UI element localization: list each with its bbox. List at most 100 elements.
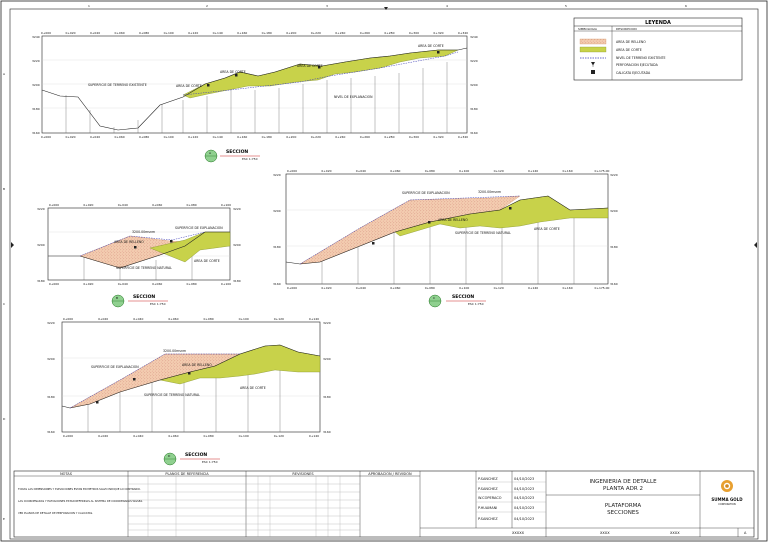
section-a-elev-left-1: 3220 [32, 59, 40, 63]
station-tick-label: 0+000 [41, 31, 51, 35]
border-ref-E: E [3, 517, 5, 521]
legend-label-cut: AREA DE CORTE [616, 48, 642, 52]
station-tick-label: 0+120 [494, 169, 504, 173]
station-tick-label: 0+260 [360, 135, 370, 139]
station-tick-label: 0+160 [237, 31, 247, 35]
station-tick-label: 0+340 [458, 31, 468, 35]
station-tick-label: 0+100 [164, 31, 174, 35]
section-d-terrain-line [61, 344, 321, 409]
section-c-note-level: 3200.00msnm [478, 190, 501, 194]
tb-approvals-header: APROBACION / REVISION [368, 472, 412, 476]
tb-signer-4: P.HUAMANI [478, 506, 497, 510]
section-b-top-ticks: 0+000 0+020 0+040 0+060 0+080 0+100 [49, 203, 231, 207]
station-tick-label: 0+080 [203, 434, 213, 438]
legend-label-terrain: NIVEL DE TERRENO EXISTENTE [616, 56, 666, 60]
station-tick-label: 0+180 [262, 31, 272, 35]
border-top-refs: 1 2 3 4 5 6 [88, 4, 687, 8]
section-c-elev-right-3: 3160 [610, 282, 618, 286]
border-ref-4: 4 [446, 4, 448, 8]
station-tick-label: 0+340 [458, 135, 468, 139]
section-c-note-explanation: SUPERFICIE DE EXPLANACION [402, 191, 450, 195]
station-tick-label: 0+040 [133, 317, 143, 321]
section-d-note-explanation: SUPERFICIE DE EXPLANACION [91, 365, 139, 369]
station-tick-label: 0+020 [98, 434, 108, 438]
section-a-note-1: AREA DE CORTE [176, 84, 202, 88]
border-ref-2: 2 [206, 4, 208, 8]
station-tick-label: 0+060 [390, 286, 400, 290]
section-b-letter: B [116, 296, 118, 300]
legend-col-symbol: SIMBOLOGIA [578, 27, 598, 31]
station-tick-label: 0+060 [390, 169, 400, 173]
legend: LEYENDA SIMBOLOGIA DESCRIPCION AREA DE R… [573, 17, 743, 81]
tb-code-3: XXXX [670, 531, 680, 535]
station-tick-label: 0+140 [213, 135, 223, 139]
section-b-elev-left-2: 3180 [37, 279, 45, 283]
station-tick-label: 0+080 [203, 317, 213, 321]
section-a-platform-line [182, 51, 459, 96]
station-tick-label: 0+060 [152, 282, 162, 286]
tb-company-sub: CORPORATION [718, 503, 736, 506]
station-tick-label: 0+060 [152, 203, 162, 207]
section-a-elev-left-4: 3160 [32, 131, 40, 135]
section-b-note-level: 3200.00msnm [132, 230, 155, 234]
station-tick-label: 0+140 [309, 317, 319, 321]
station-tick-label: 0+020 [321, 286, 331, 290]
tb-note-1: TODAS LAS DIMENSIONES Y ELEVACIONES ESTA… [18, 487, 141, 491]
station-tick-label: 0+260 [360, 31, 370, 35]
station-tick-label: 0+120 [188, 135, 198, 139]
border-ref-A: A [3, 72, 6, 76]
tb-project-title-1: INGENIERIA DE DETALLE [589, 479, 657, 485]
station-tick-label: 0+000 [63, 434, 73, 438]
center-mark-top [384, 7, 388, 10]
border-ref-1: 1 [88, 4, 90, 8]
station-tick-label: 0+000 [41, 135, 51, 139]
station-tick-label: 0+080 [187, 203, 197, 207]
station-tick-label: 0+020 [65, 31, 75, 35]
tb-signer-5: P.SANCHEZ [478, 517, 498, 521]
section-c-note-fill: AREA DE RELLENO [438, 218, 468, 222]
station-tick-label: 0+000 [49, 203, 59, 207]
section-d-elev-left-0: 3220 [47, 321, 55, 325]
station-tick-label: 0+120 [274, 317, 284, 321]
section-a-elev-right-0: 3240 [470, 35, 478, 39]
station-tick-label: 0+000 [49, 282, 59, 286]
border-ref-5: 5 [565, 4, 567, 8]
drill-icon [591, 62, 595, 67]
legend-col-description: DESCRIPCION [616, 27, 637, 31]
station-tick-label: 0+200 [286, 135, 296, 139]
tb-signer-1: P.SANCHEZ [478, 477, 498, 481]
station-tick-label: 0+320 [433, 135, 443, 139]
section-b-elev-right-1: 3200 [233, 243, 241, 247]
station-tick-label: 0+300 [409, 135, 419, 139]
section-d-note-terrain: SUPERFICIE DE TERRENO NATURAL [144, 393, 200, 397]
section-a-drill-markers [207, 51, 440, 87]
station-tick-label: 0+040 [118, 203, 128, 207]
section-b-elev-right-0: 3220 [233, 207, 241, 211]
station-tick-label: 0+040 [133, 434, 143, 438]
section-d-elev-right-3: 3160 [323, 430, 331, 434]
section-a-note-4: AREA DE CORTE [418, 44, 444, 48]
tb-rev-header: REVISIONES [292, 472, 314, 476]
station-tick-label: 0+100 [239, 434, 249, 438]
station-tick-label: 0+060 [168, 317, 178, 321]
section-c-elev-left-1: 3200 [273, 209, 281, 213]
station-tick-label: 0+320 [433, 31, 443, 35]
station-tick-label: 0+175.00 [595, 169, 610, 173]
center-mark-left [11, 242, 14, 248]
section-b-elev-left-0: 3220 [37, 207, 45, 211]
station-tick-label: 0+020 [83, 203, 93, 207]
station-tick-label: 0+100 [239, 317, 249, 321]
tb-ref-header: PLANOS DE REFERENCIA [165, 472, 209, 476]
section-a-scale: ESC 1:750 [242, 157, 258, 161]
station-tick-label: 0+100 [164, 135, 174, 139]
section-a-terrain-line [41, 47, 468, 131]
section-a-elev-right-3: 3180 [470, 107, 478, 111]
section-c-bottom-ticks: 0+000 0+020 0+040 0+060 0+080 0+100 0+120 0+140… [287, 286, 610, 290]
station-tick-label: 0+000 [287, 286, 297, 290]
station-tick-label: 0+180 [262, 135, 272, 139]
station-tick-label: 0+160 [562, 286, 572, 290]
center-mark-right [754, 242, 757, 248]
section-b-note-fill: AREA DE RELLENO [114, 240, 144, 244]
section-b-bottom-ticks: 0+000 0+020 0+040 0+060 0+080 0+100 [49, 282, 231, 286]
